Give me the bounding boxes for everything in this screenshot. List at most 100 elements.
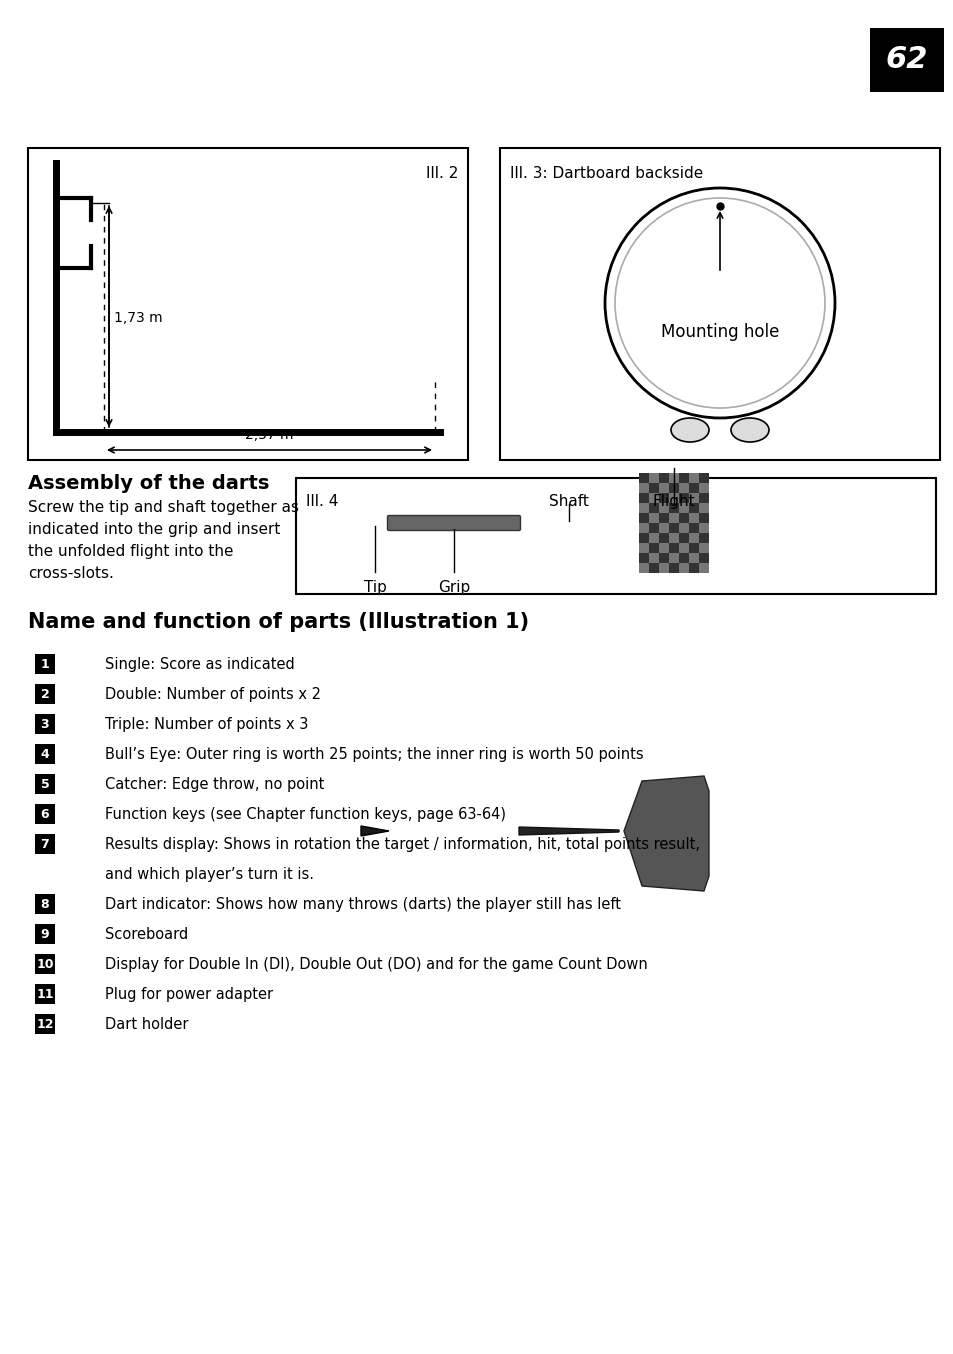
Text: 10: 10: [36, 957, 53, 971]
Text: Triple: Number of points x 3: Triple: Number of points x 3: [105, 718, 308, 733]
Text: Display for Double In (DI), Double Out (DO) and for the game Count Down: Display for Double In (DI), Double Out (…: [105, 957, 647, 972]
Bar: [648, 563, 659, 573]
Text: 9: 9: [41, 927, 50, 941]
Bar: [668, 543, 679, 552]
Bar: [659, 513, 668, 523]
Bar: [639, 543, 648, 552]
Bar: [668, 473, 679, 483]
Bar: [648, 473, 659, 483]
Bar: [35, 774, 55, 793]
Bar: [659, 473, 668, 483]
Bar: [648, 513, 659, 523]
Bar: [679, 493, 688, 502]
Text: 7: 7: [41, 838, 50, 850]
Bar: [699, 483, 708, 493]
Bar: [679, 533, 688, 543]
Text: Function keys (see Chapter function keys, page 63-64): Function keys (see Chapter function keys…: [105, 807, 505, 822]
Bar: [659, 493, 668, 502]
Bar: [28, 148, 468, 460]
Text: cross-slots.: cross-slots.: [28, 566, 113, 581]
Bar: [35, 984, 55, 1005]
Bar: [688, 513, 699, 523]
Bar: [295, 478, 935, 594]
Bar: [679, 523, 688, 533]
Bar: [639, 502, 648, 513]
Bar: [699, 543, 708, 552]
Text: Single: Score as indicated: Single: Score as indicated: [105, 657, 294, 672]
Text: Grip: Grip: [437, 580, 470, 594]
Text: Ill. 4: Ill. 4: [306, 494, 338, 509]
Bar: [648, 543, 659, 552]
Bar: [688, 493, 699, 502]
Text: 1,73 m: 1,73 m: [113, 310, 162, 325]
Bar: [679, 483, 688, 493]
Bar: [699, 523, 708, 533]
Text: Ill. 2: Ill. 2: [425, 167, 457, 181]
Bar: [688, 523, 699, 533]
Bar: [869, 28, 943, 92]
Text: Mounting hole: Mounting hole: [660, 324, 779, 341]
Bar: [35, 654, 55, 674]
FancyBboxPatch shape: [387, 516, 520, 531]
Text: Screw the tip and shaft together as: Screw the tip and shaft together as: [28, 500, 298, 515]
Text: the unfolded flight into the: the unfolded flight into the: [28, 544, 233, 559]
Bar: [699, 473, 708, 483]
Bar: [648, 533, 659, 543]
Bar: [35, 684, 55, 704]
Bar: [35, 834, 55, 854]
Text: Assembly of the darts: Assembly of the darts: [28, 474, 269, 493]
Bar: [688, 533, 699, 543]
Text: Results display: Shows in rotation the target / information, hit, total points r: Results display: Shows in rotation the t…: [105, 837, 700, 852]
Bar: [688, 563, 699, 573]
Text: Name and function of parts (Illustration 1): Name and function of parts (Illustration…: [28, 612, 529, 632]
Bar: [659, 563, 668, 573]
Polygon shape: [623, 776, 708, 891]
Bar: [668, 523, 679, 533]
Bar: [688, 552, 699, 563]
Text: Catcher: Edge throw, no point: Catcher: Edge throw, no point: [105, 777, 324, 792]
Bar: [639, 563, 648, 573]
Bar: [668, 502, 679, 513]
Text: 12: 12: [36, 1017, 53, 1030]
Bar: [639, 513, 648, 523]
Bar: [35, 1014, 55, 1034]
Bar: [639, 483, 648, 493]
Bar: [648, 552, 659, 563]
Text: Flight: Flight: [652, 494, 695, 509]
Bar: [679, 552, 688, 563]
Text: Double: Number of points x 2: Double: Number of points x 2: [105, 686, 320, 701]
Bar: [679, 502, 688, 513]
Bar: [659, 533, 668, 543]
Bar: [659, 483, 668, 493]
Text: 62: 62: [884, 46, 927, 74]
Bar: [639, 473, 648, 483]
Bar: [668, 483, 679, 493]
Bar: [639, 552, 648, 563]
Text: Dart indicator: Shows how many throws (darts) the player still has left: Dart indicator: Shows how many throws (d…: [105, 896, 620, 913]
Ellipse shape: [670, 418, 708, 441]
Ellipse shape: [730, 418, 768, 441]
Bar: [659, 502, 668, 513]
Text: Plug for power adapter: Plug for power adapter: [105, 987, 273, 1002]
Text: 4: 4: [41, 747, 50, 761]
Text: 6: 6: [41, 807, 50, 821]
Bar: [668, 493, 679, 502]
Bar: [639, 523, 648, 533]
Bar: [679, 513, 688, 523]
Polygon shape: [518, 827, 618, 835]
Text: Tip: Tip: [363, 580, 386, 594]
Bar: [699, 552, 708, 563]
Bar: [688, 543, 699, 552]
Bar: [699, 502, 708, 513]
Bar: [35, 923, 55, 944]
Bar: [679, 543, 688, 552]
Text: Scoreboard: Scoreboard: [105, 927, 188, 942]
Bar: [668, 563, 679, 573]
Bar: [659, 523, 668, 533]
Text: and which player’s turn it is.: and which player’s turn it is.: [105, 867, 314, 881]
Bar: [659, 543, 668, 552]
Bar: [699, 533, 708, 543]
Bar: [688, 483, 699, 493]
Bar: [679, 563, 688, 573]
Bar: [699, 493, 708, 502]
